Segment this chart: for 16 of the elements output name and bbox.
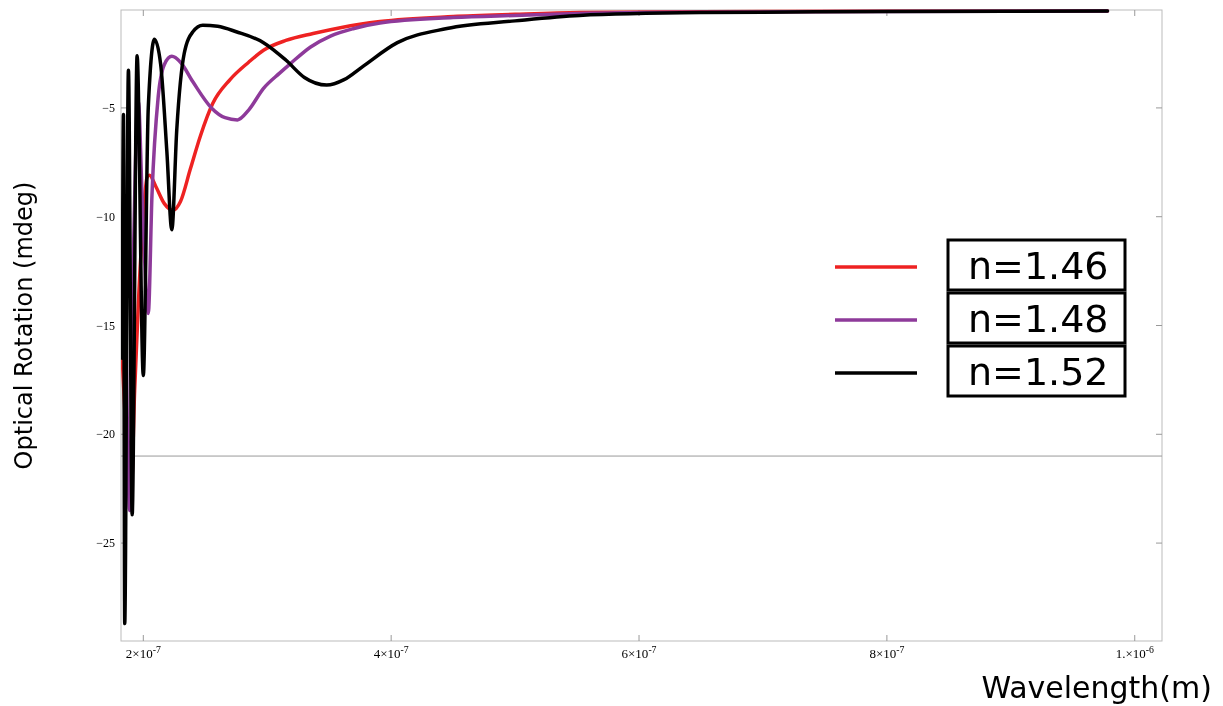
x-axis-title: Wavelength(m) [981,670,1212,705]
y-tick-label: −20 [96,427,115,442]
x-tick-label: 1.×10$^{-6}$ [1115,643,1154,661]
legend-label: n=1.46 [968,244,1109,288]
line-series [121,9,1110,626]
y-tick-label: −15 [96,318,115,333]
x-tick-label: 6×10$^{-7}$ [621,643,657,661]
y-tick-label: −5 [102,100,115,115]
y-axis-title: Optical Rotation (mdeg) [10,181,38,470]
x-tick-label: 8×10$^{-7}$ [869,643,905,661]
legend-label: n=1.52 [968,350,1109,394]
legend-label: n=1.48 [968,297,1109,341]
x-tick-label: 4×10$^{-7}$ [373,643,409,661]
y-tick-label: −25 [96,536,115,551]
y-tick-label: −10 [96,209,115,224]
x-tick-label: 2×10$^{-7}$ [125,643,161,661]
